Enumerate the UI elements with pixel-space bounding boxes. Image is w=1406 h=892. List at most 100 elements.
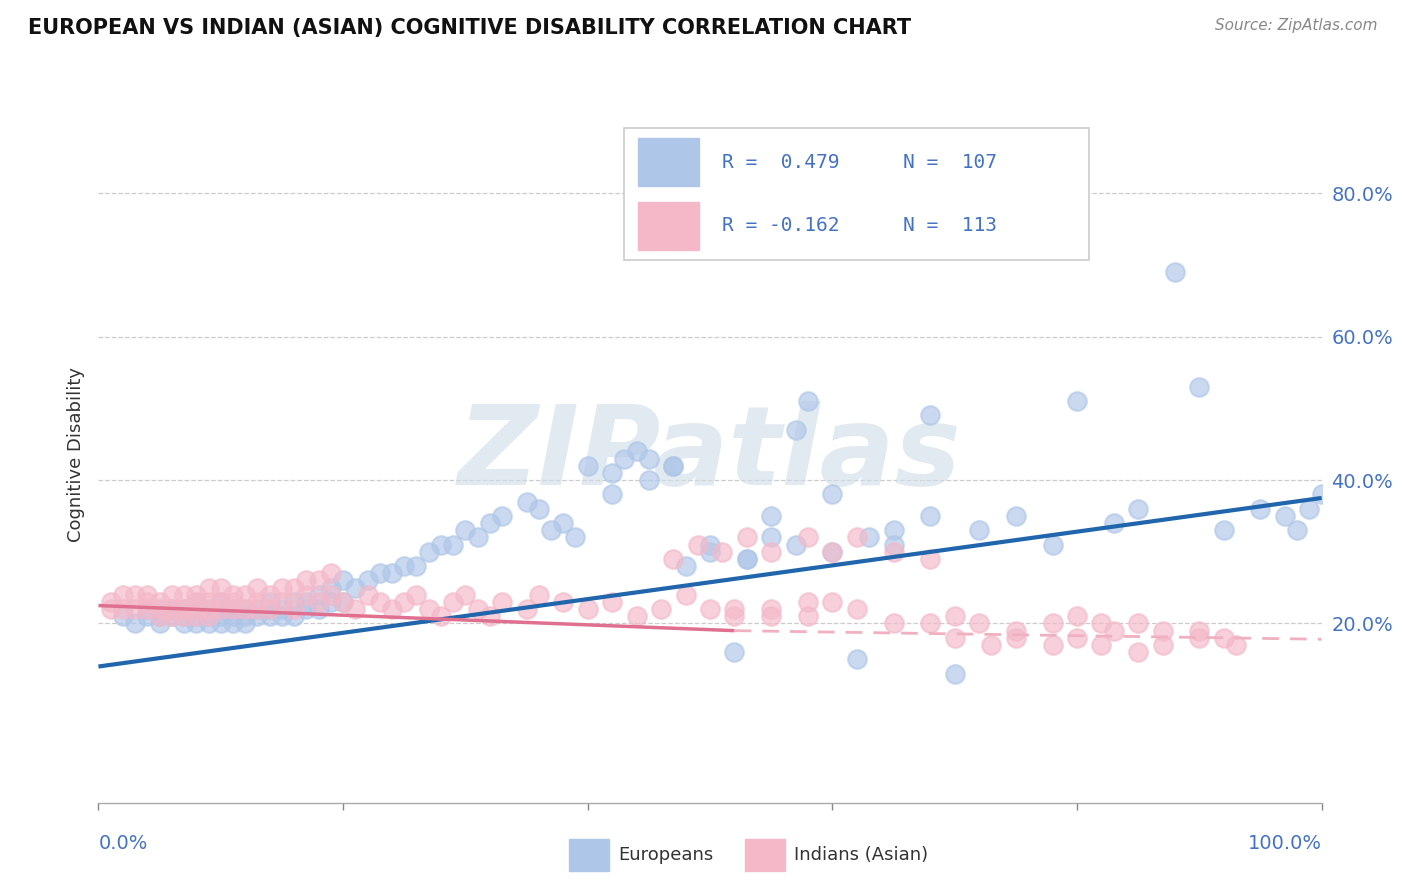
Point [821,545,844,559]
Point [467,602,489,616]
Point [233,602,256,616]
Point [270,609,294,624]
Point [626,444,648,458]
Point [332,595,354,609]
Text: Europeans: Europeans [619,846,714,863]
Point [259,588,281,602]
Point [344,602,367,616]
Point [1128,645,1150,659]
Point [368,566,391,581]
Point [209,609,232,624]
Point [637,473,661,487]
Point [259,602,281,616]
Point [858,530,880,544]
Point [613,451,636,466]
Point [430,609,453,624]
Point [270,595,294,609]
Point [246,595,269,609]
Point [319,566,342,581]
Point [1188,631,1211,645]
Point [920,552,942,566]
Point [1225,638,1247,652]
Point [675,588,697,602]
Point [186,602,208,616]
Point [259,602,281,616]
Point [197,602,219,616]
Point [186,609,208,624]
Point [186,595,208,609]
Point [332,574,354,588]
Point [186,616,208,631]
Point [246,609,269,624]
Point [454,523,477,537]
Point [478,516,501,530]
Point [111,602,134,616]
Text: Indians (Asian): Indians (Asian) [794,846,928,863]
Text: Source: ZipAtlas.com: Source: ZipAtlas.com [1215,18,1378,33]
Point [368,595,391,609]
Point [233,588,256,602]
Point [845,530,868,544]
Point [319,595,342,609]
Point [797,394,820,409]
Point [1152,638,1174,652]
Point [1212,631,1234,645]
Point [136,595,159,609]
Point [553,595,575,609]
Point [735,552,758,566]
Text: EUROPEAN VS INDIAN (ASIAN) COGNITIVE DISABILITY CORRELATION CHART: EUROPEAN VS INDIAN (ASIAN) COGNITIVE DIS… [28,18,911,37]
Point [735,530,758,544]
Point [100,595,122,609]
Point [1066,609,1088,624]
Point [527,588,550,602]
Point [883,523,905,537]
Point [344,581,367,595]
Point [381,602,404,616]
Point [392,595,416,609]
Point [883,538,905,552]
Point [761,609,783,624]
Point [295,588,318,602]
Point [270,602,294,616]
Point [1004,508,1026,523]
Point [723,645,745,659]
Text: ZIPatlas: ZIPatlas [458,401,962,508]
Point [319,588,342,602]
Point [1128,616,1150,631]
Point [1102,624,1125,638]
Point [173,609,195,624]
Point [197,595,219,609]
Point [735,552,758,566]
Point [515,602,537,616]
Point [283,609,305,624]
Point [883,545,905,559]
Point [209,616,232,631]
Point [356,574,378,588]
Point [785,538,807,552]
Point [576,458,599,473]
Point [222,588,245,602]
Point [259,609,281,624]
Point [920,409,942,423]
Point [405,588,427,602]
Point [821,545,844,559]
Point [920,616,942,631]
Point [173,602,195,616]
Point [1004,631,1026,645]
Point [295,574,318,588]
Point [553,516,575,530]
Point [943,609,966,624]
Point [943,666,966,681]
Point [124,602,146,616]
Point [295,595,318,609]
Point [136,602,159,616]
Point [308,602,330,616]
Point [943,631,966,645]
Point [1298,501,1320,516]
Point [723,609,745,624]
Point [1090,616,1112,631]
Point [186,602,208,616]
Point [283,595,305,609]
Point [600,595,623,609]
Point [222,595,245,609]
